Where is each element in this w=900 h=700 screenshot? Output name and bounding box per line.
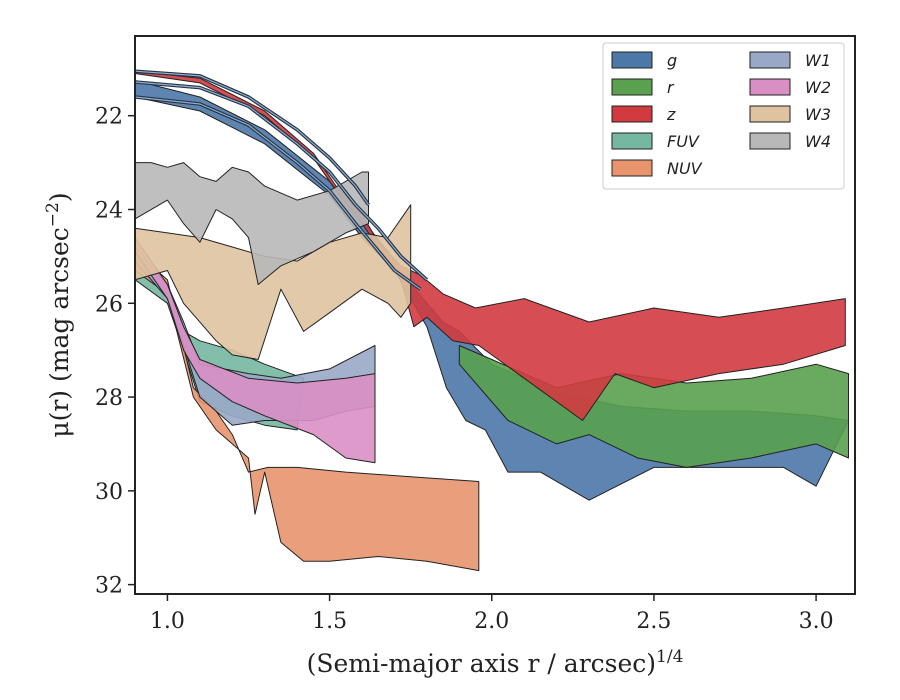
legend-swatch-r: [611, 78, 653, 96]
band-w2: [135, 237, 376, 464]
legend-swatch-g: [611, 51, 653, 69]
x-axis: 1.0 1.5 2.0 2.5 3.0: [150, 594, 834, 634]
y-tick-label: 30: [95, 480, 123, 505]
x-axis-label-text: (Semi-major axis r / arcsec): [307, 649, 656, 678]
legend-label-w4: W4: [805, 132, 831, 151]
band-series-group: [135, 70, 849, 572]
legend-swatch-z: [611, 105, 653, 123]
profile-line-2: [135, 96, 421, 290]
x-tick-label: 1.5: [312, 609, 347, 634]
legend-label-z: z: [666, 105, 676, 124]
legend-label-r: r: [667, 78, 675, 97]
y-tick-label: 26: [95, 292, 123, 317]
legend-swatch-w1: [749, 51, 791, 69]
y-tick-label: 24: [95, 198, 123, 223]
y-axis-label-exponent: −2: [43, 202, 63, 227]
band-nuv: [135, 251, 480, 572]
y-tick-label: 32: [95, 574, 123, 599]
legend-label-w1: W1: [805, 51, 831, 70]
y-axis-label-close: ): [45, 192, 74, 202]
legend-swatch-w4: [749, 132, 791, 150]
legend-label-w2: W2: [805, 78, 831, 97]
legend: grz FUV NUV W1 W2 W3 W4: [602, 42, 845, 190]
legend-label-g: g: [667, 51, 677, 70]
legend-swatch-fuv: [611, 132, 653, 150]
x-tick-label: 1.0: [150, 609, 185, 634]
x-tick-label: 3.0: [799, 609, 834, 634]
legend-label-w3: W3: [805, 105, 831, 124]
x-tick-label: 2.0: [474, 609, 509, 634]
x-axis-label-exponent: 1/4: [656, 647, 683, 667]
legend-swatch-w2: [749, 78, 791, 96]
x-axis-label: (Semi-major axis r / arcsec)1/4: [307, 647, 684, 678]
plot-frame: [134, 35, 856, 595]
legend-swatch-nuv: [611, 159, 653, 177]
band-w4: [135, 162, 369, 285]
profile-line-1: [135, 81, 428, 281]
y-tick-label: 28: [95, 386, 123, 411]
profile-line-3: [135, 70, 369, 206]
y-axis-label-text: μ(r) (mag arcsec: [45, 227, 74, 437]
profile-lines-group: [135, 69, 429, 291]
y-tick-label: 22: [95, 105, 123, 130]
x-tick-label: 2.5: [636, 609, 671, 634]
y-axis: 22 24 26 28 30 32: [95, 105, 135, 599]
legend-label-nuv: NUV: [667, 159, 703, 178]
legend-swatch-w3: [749, 105, 791, 123]
legend-label-fuv: FUV: [667, 132, 700, 151]
y-axis-label: μ(r) (mag arcsec−2): [43, 192, 74, 437]
